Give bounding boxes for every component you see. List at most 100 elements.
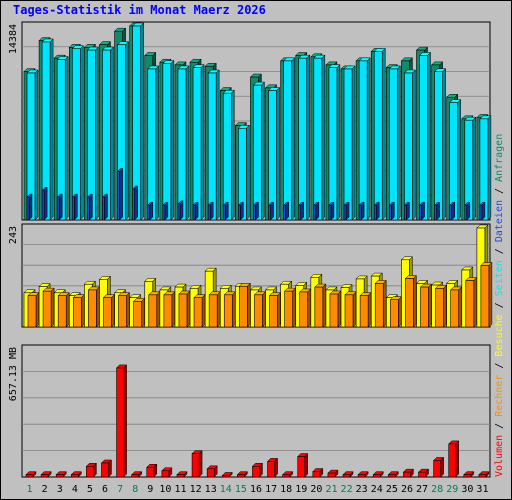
bar-seiten-day-10-side: [164, 201, 169, 221]
bar-volumen-day-5: [85, 462, 97, 478]
bar-rechner-day-9-side: [156, 291, 161, 328]
bar-volumen-day-20-face: [312, 471, 321, 478]
bar-volumen-day-28-side: [440, 456, 444, 478]
bar-rechner-day-27-face: [420, 286, 429, 328]
bar-dateien-day-4-side: [80, 45, 84, 221]
bar-rechner-day-30-side: [473, 276, 478, 328]
bar-volumen-day-22: [342, 471, 354, 478]
bar-rechner-day-19-face: [299, 291, 309, 328]
bar-rechner-day-15-side: [247, 282, 251, 328]
bar-rechner-day-30-face: [465, 280, 475, 328]
bar-dateien-day-17-face: [268, 90, 277, 221]
bar-seiten-day-31: [479, 201, 486, 221]
bar-rechner-day-8: [133, 297, 146, 328]
x-tick-label-day-22: 22: [341, 484, 353, 495]
x-tick-label-day-9: 9: [147, 484, 153, 495]
bar-seiten-day-27-face: [419, 204, 422, 221]
bar-rechner-day-23-face: [359, 295, 369, 328]
bar-dateien-day-6: [101, 46, 115, 221]
bar-rechner-day-2-side: [50, 287, 55, 328]
bar-volumen-day-22-face: [342, 474, 351, 478]
bar-dateien-day-12: [192, 63, 205, 221]
bar-dateien-day-30: [464, 116, 477, 221]
bar-dateien-day-15: [237, 124, 250, 221]
x-tick-label-day-24: 24: [371, 484, 383, 495]
bar-volumen-day-13: [206, 465, 218, 478]
bar-seiten-day-19: [298, 201, 305, 221]
bar-volumen-day-19: [297, 452, 309, 478]
chart-title: Tages-Statistik im Monat Maerz 2026: [13, 3, 266, 17]
bar-rechner-day-29: [450, 286, 463, 328]
bar-dateien-day-27: [418, 51, 432, 221]
x-tick-label-day-27: 27: [416, 484, 428, 495]
bar-rechner-day-24: [374, 279, 387, 328]
bar-rechner-day-19-side: [307, 288, 311, 328]
bar-volumen-day-16: [251, 462, 264, 478]
bar-volumen-day-24-face: [372, 474, 381, 478]
bar-rechner-day-21-side: [337, 290, 342, 328]
bar-rechner-day-5-side: [96, 286, 100, 328]
bar-seiten-day-14-side: [225, 201, 229, 221]
bar-dateien-day-23-side: [366, 57, 371, 221]
bar-dateien-day-17: [267, 86, 281, 221]
bar-dateien-day-6-side: [110, 46, 114, 221]
bar-dateien-day-29-face: [449, 102, 459, 221]
x-tick-label-day-15: 15: [235, 484, 247, 495]
legend-item-rechner: Rechner: [494, 375, 505, 417]
bar-dateien-day-21: [328, 63, 341, 221]
bar-rechner-day-14: [223, 291, 236, 328]
bar-volumen-day-16-face: [252, 465, 260, 478]
bar-rechner-day-25-face: [390, 299, 399, 328]
bar-rechner-day-14-side: [232, 291, 236, 328]
bar-rechner-day-26-side: [413, 274, 417, 328]
bar-dateien-day-20-side: [321, 54, 326, 221]
legend-separator: /: [494, 182, 505, 200]
bar-seiten-day-29: [449, 201, 456, 221]
bar-volumen-day-20: [312, 467, 324, 478]
bar-seiten-day-30-side: [466, 201, 471, 221]
bar-rechner-day-13: [208, 291, 221, 328]
bar-volumen-day-14-face: [221, 475, 230, 478]
bar-dateien-day-2-side: [49, 38, 54, 221]
bar-seiten-day-5: [86, 193, 93, 221]
bar-seiten-day-28: [434, 201, 441, 221]
bar-seiten-day-6-side: [104, 193, 108, 221]
bar-rechner-day-21: [329, 290, 342, 328]
bar-seiten-day-15: [237, 201, 244, 221]
bar-rechner-day-3-face: [57, 295, 67, 328]
bar-volumen-day-29: [448, 440, 460, 478]
bar-dateien-day-14-side: [231, 89, 235, 221]
bar-volumen-day-6: [100, 459, 113, 478]
bar-seiten-day-13: [207, 201, 214, 221]
bar-volumen-day-15-face: [237, 474, 245, 478]
bar-dateien-day-16: [252, 81, 266, 221]
bar-volumen-day-2: [40, 471, 52, 478]
bar-seiten-day-7-face: [117, 171, 120, 221]
bar-dateien-day-10-side: [170, 59, 175, 221]
legend-item-dateien: Dateien: [494, 200, 505, 242]
bar-rechner-day-8-face: [133, 301, 142, 328]
bar-volumen-day-12-face: [191, 453, 200, 478]
bar-seiten-day-22: [343, 201, 350, 221]
bar-seiten-day-25-face: [389, 204, 392, 221]
bar-volumen-day-1: [25, 471, 37, 478]
bar-dateien-day-19-face: [298, 57, 308, 221]
bar-dateien-day-18-face: [283, 60, 292, 221]
bar-dateien-day-11-side: [185, 65, 190, 221]
x-tick-label-day-6: 6: [102, 484, 108, 495]
bar-volumen-day-19-face: [297, 456, 306, 478]
panel-top-ymax-label: 14384: [8, 24, 19, 54]
bar-dateien-day-9: [147, 65, 160, 221]
legend-separator: /: [494, 357, 505, 375]
bar-rechner-day-16-face: [254, 294, 263, 328]
bar-dateien-day-27-side: [427, 51, 431, 221]
bar-volumen-day-23: [357, 471, 369, 478]
bar-rechner-day-17-face: [269, 295, 278, 328]
bar-volumen-day-11-face: [176, 474, 185, 478]
bar-seiten-day-20: [313, 201, 320, 221]
bar-rechner-day-31-face: [480, 265, 490, 328]
x-tick-label-day-26: 26: [401, 484, 413, 495]
x-tick-label-day-28: 28: [431, 484, 443, 495]
bar-volumen-day-21-face: [327, 472, 336, 478]
